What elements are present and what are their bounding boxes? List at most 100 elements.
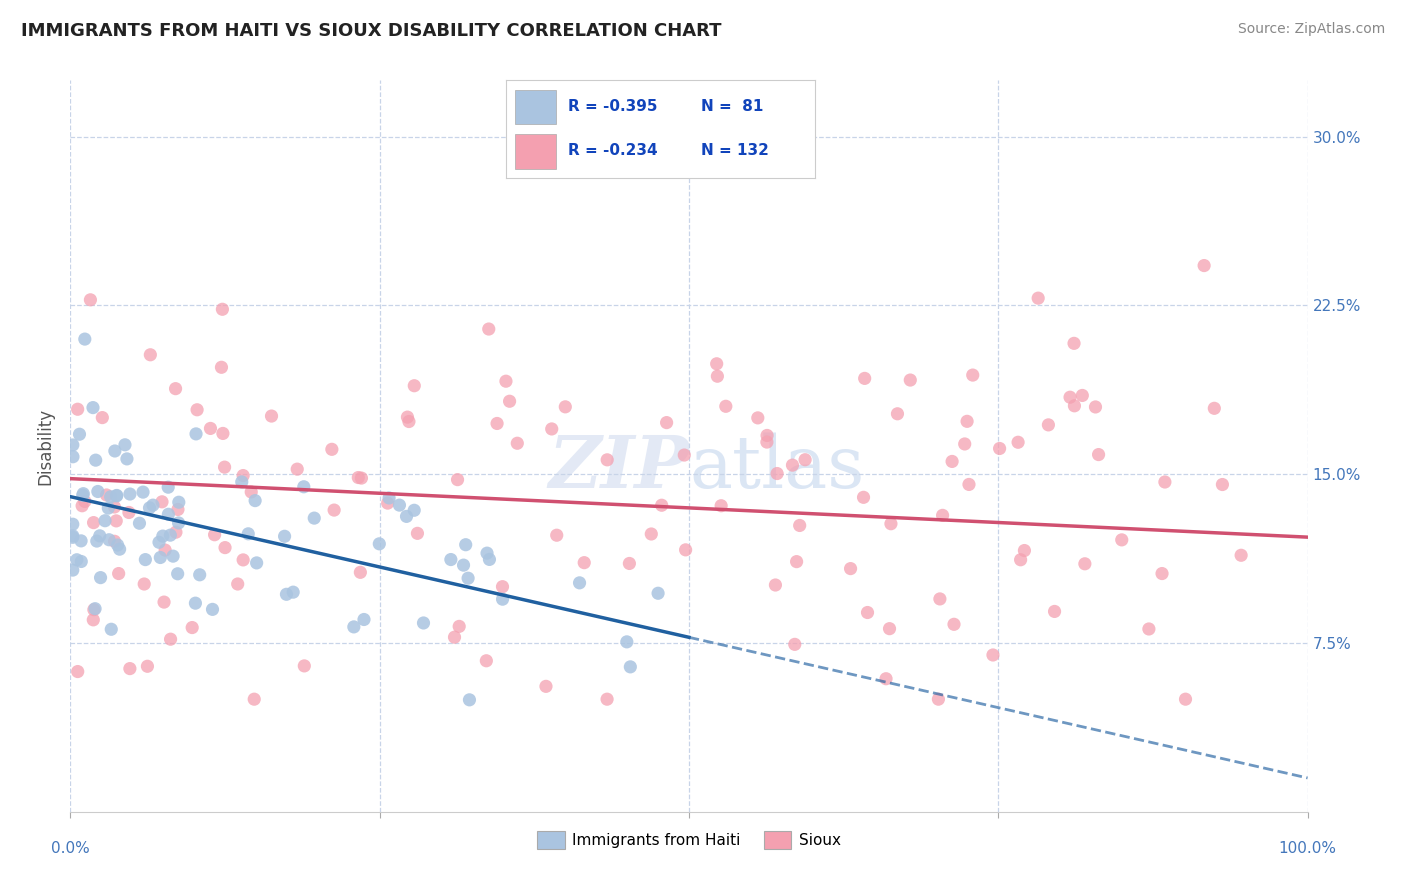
Point	[506, 436, 529, 450]
Point	[343, 620, 366, 634]
Point	[292, 659, 315, 673]
Point	[449, 619, 471, 633]
Point	[66, 665, 89, 679]
Point	[84, 601, 107, 615]
Point	[755, 435, 778, 450]
Point	[1230, 549, 1253, 563]
Point	[457, 571, 479, 585]
Point	[412, 615, 434, 630]
Point	[783, 637, 806, 651]
Point	[62, 438, 84, 452]
Point	[782, 458, 804, 472]
Point	[495, 374, 517, 388]
Point	[706, 357, 728, 371]
Point	[789, 518, 811, 533]
Point	[186, 402, 208, 417]
Point	[596, 452, 619, 467]
Point	[181, 621, 204, 635]
Point	[243, 493, 266, 508]
Point	[616, 635, 638, 649]
Point	[149, 550, 172, 565]
Point	[1087, 448, 1109, 462]
Point	[72, 486, 94, 500]
Point	[406, 526, 429, 541]
Point	[157, 508, 180, 522]
Text: 100.0%: 100.0%	[1278, 841, 1337, 856]
Point	[97, 501, 120, 516]
Point	[107, 538, 129, 552]
Point	[184, 426, 207, 441]
Point	[231, 475, 253, 489]
Point	[706, 369, 728, 384]
Point	[927, 692, 949, 706]
Point	[134, 577, 156, 591]
Point	[134, 552, 156, 566]
Point	[153, 595, 176, 609]
Point	[285, 462, 308, 476]
Point	[491, 580, 513, 594]
Point	[568, 575, 591, 590]
Point	[540, 422, 562, 436]
Point	[260, 409, 283, 423]
Point	[619, 660, 641, 674]
Point	[957, 477, 980, 491]
Point	[165, 382, 187, 396]
Point	[1084, 400, 1107, 414]
Point	[132, 485, 155, 500]
Point	[1204, 401, 1226, 416]
Point	[1063, 336, 1085, 351]
Point	[238, 526, 260, 541]
Point	[90, 571, 112, 585]
Point	[69, 427, 91, 442]
Point	[91, 410, 114, 425]
Point	[201, 602, 224, 616]
Point	[453, 558, 475, 573]
Point	[70, 533, 93, 548]
Text: N = 132: N = 132	[702, 144, 769, 159]
Point	[398, 415, 420, 429]
Point	[377, 496, 399, 510]
Text: N =  81: N = 81	[702, 99, 763, 114]
Point	[534, 679, 557, 693]
Text: Source: ZipAtlas.com: Source: ZipAtlas.com	[1237, 22, 1385, 37]
Point	[404, 503, 426, 517]
Point	[498, 394, 520, 409]
Point	[148, 535, 170, 549]
Point	[1007, 435, 1029, 450]
Point	[159, 632, 181, 647]
Point	[1192, 259, 1215, 273]
Point	[673, 448, 696, 462]
Point	[118, 487, 141, 501]
FancyBboxPatch shape	[516, 134, 555, 169]
Point	[1150, 566, 1173, 581]
Point	[108, 542, 131, 557]
Point	[1071, 388, 1094, 402]
Point	[226, 577, 249, 591]
Point	[1174, 692, 1197, 706]
Point	[1074, 557, 1097, 571]
Point	[84, 453, 107, 467]
Point	[204, 527, 226, 541]
Point	[1063, 399, 1085, 413]
Point	[62, 450, 84, 464]
FancyBboxPatch shape	[516, 90, 555, 124]
Text: IMMIGRANTS FROM HAITI VS SIOUX DISABILITY CORRELATION CHART: IMMIGRANTS FROM HAITI VS SIOUX DISABILIT…	[21, 22, 721, 40]
Point	[82, 613, 104, 627]
Point	[478, 322, 501, 336]
Point	[596, 692, 619, 706]
Point	[350, 471, 373, 485]
Point	[1211, 477, 1233, 491]
Point	[89, 529, 111, 543]
Point	[276, 587, 298, 601]
Point	[83, 516, 105, 530]
Point	[118, 662, 141, 676]
Point	[136, 659, 159, 673]
Point	[212, 426, 235, 441]
Point	[62, 563, 84, 577]
Point	[246, 556, 269, 570]
Point	[898, 373, 921, 387]
Point	[880, 516, 903, 531]
Point	[152, 529, 174, 543]
Point	[103, 500, 125, 514]
Point	[1038, 417, 1060, 432]
